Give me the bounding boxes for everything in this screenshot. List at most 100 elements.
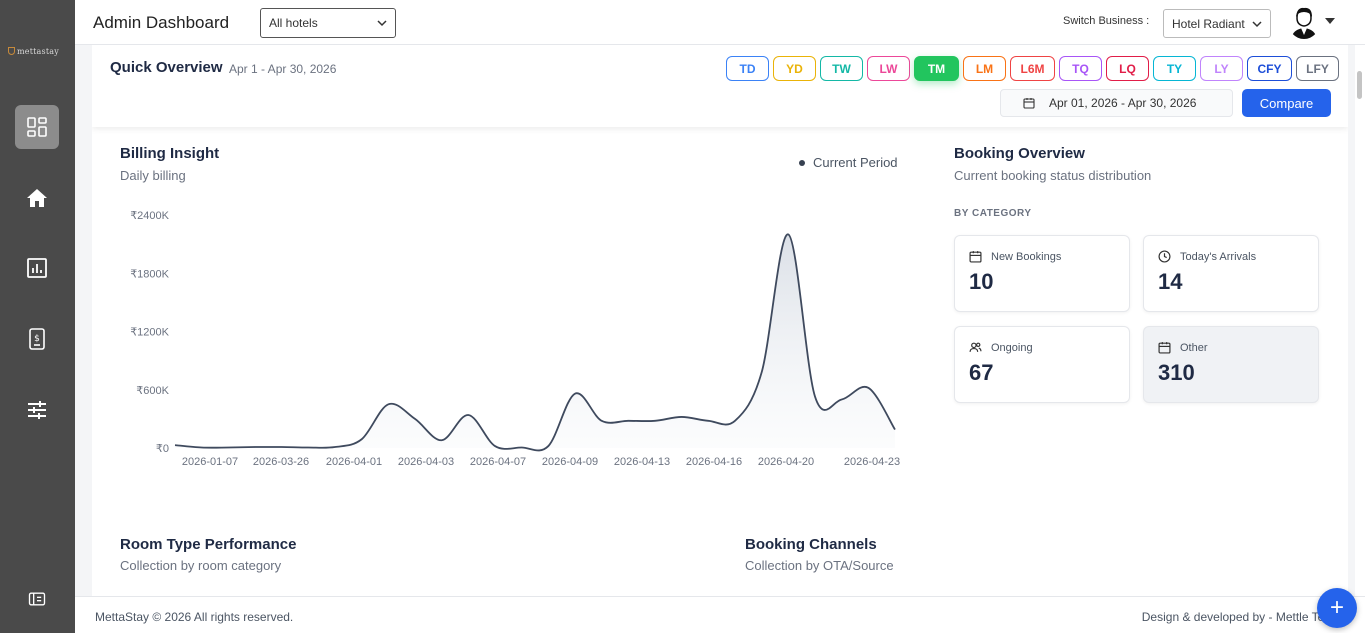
switch-business-label: Switch Business : [1063,15,1150,27]
billing-insight-title: Billing Insight [120,145,220,162]
card-new-bookings[interactable]: New Bookings 10 [954,235,1130,312]
quick-overview-title: Quick Overview [110,59,223,76]
caret-down-icon[interactable] [1325,18,1335,24]
clock-icon [1158,250,1171,263]
page-title: Admin Dashboard [93,13,230,32]
x-tick-label: 2026-01-07 [182,456,238,468]
period-button-lq[interactable]: LQ [1106,56,1149,81]
main-content: / / / / / / / Quick Overview Apr 1 - Apr… [92,45,1348,596]
period-button-cfy[interactable]: CFY [1247,56,1292,81]
room-type-title: Room Type Performance [120,536,297,553]
x-tick-label: 2026-04-20 [758,456,814,468]
x-tick-label: 2026-04-23 [844,456,900,468]
card-other[interactable]: Other 310 [1143,326,1319,403]
date-range-value: Apr 01, 2026 - Apr 30, 2026 [1049,96,1197,110]
calendar-icon [1023,98,1035,109]
quick-overview-panel: Quick Overview Apr 1 - Apr 30, 2026 TD YD… [92,45,1348,127]
card-todays-arrivals[interactable]: Today's Arrivals 14 [1143,235,1319,312]
logo-mark-icon [8,47,15,55]
period-button-td[interactable]: TD [726,56,769,81]
sidebar-item-billing[interactable]: $ [15,317,59,361]
add-fab-button[interactable]: + [1317,588,1357,628]
y-tick-label: ₹2400K [130,210,169,222]
app-logo[interactable]: mettastay [8,44,68,58]
card-label: New Bookings [991,251,1062,263]
booking-channels-subtitle: Collection by OTA/Source [745,558,894,573]
billing-chart: ₹0 ₹600K ₹1200K ₹1800K ₹2400K 2026-01-07 2026-… [130,210,900,468]
invoice-dollar-icon: $ [29,328,45,350]
chevron-down-icon [377,20,387,27]
legend-dot-icon [799,159,805,166]
booking-overview-subtitle: Current booking status distribution [954,168,1152,183]
calendar-icon [1158,342,1171,354]
home-icon [27,189,47,207]
compare-button[interactable]: Compare [1242,89,1331,117]
users-icon [969,342,982,352]
card-value: 14 [1158,269,1183,294]
legend-label: Current Period [813,155,898,170]
main-scrollbar[interactable] [1355,45,1365,596]
y-tick-label: ₹0 [156,443,169,455]
user-avatar[interactable] [1288,5,1320,39]
period-button-ly[interactable]: LY [1200,56,1243,81]
chevron-down-icon [1252,21,1262,28]
series-area [175,234,895,451]
period-button-ty[interactable]: TY [1153,56,1196,81]
billing-insight-subtitle: Daily billing [120,168,186,183]
period-button-lfy[interactable]: LFY [1296,56,1339,81]
hotel-select[interactable]: All hotels [260,8,396,38]
x-tick-label: 2026-04-01 [326,456,382,468]
svg-text:$: $ [34,334,40,344]
booking-channels-title: Booking Channels [745,536,877,553]
business-select[interactable]: Hotel Radiant [1163,9,1271,38]
y-tick-label: ₹1800K [130,268,169,280]
card-label: Ongoing [991,342,1033,354]
card-label: Today's Arrivals [1180,251,1257,263]
avatar-person-icon [1288,5,1320,39]
footer: MettaStay © 2026 All rights reserved. De… [75,596,1365,633]
quick-overview-range: Apr 1 - Apr 30, 2026 [229,62,337,76]
by-category-label: BY CATEGORY [954,208,1032,219]
sidebar-item-toggle[interactable] [15,577,59,621]
x-tick-label: 2026-04-16 [686,456,742,468]
period-button-l6m[interactable]: L6M [1010,56,1055,81]
card-value: 67 [969,360,994,385]
x-tick-label: 2026-04-03 [398,456,454,468]
footer-copyright: MettaStay © 2026 All rights reserved. [95,610,294,624]
dashboard-grid-icon [27,117,47,137]
sidebar-item-reports[interactable] [15,246,59,290]
card-value: 10 [969,269,994,294]
sidebar-item-dashboard[interactable] [15,105,59,149]
period-button-tq[interactable]: TQ [1059,56,1102,81]
hotel-select-value: All hotels [269,16,318,30]
sliders-icon [28,401,46,419]
x-tick-label: 2026-04-13 [614,456,670,468]
y-tick-label: ₹600K [136,385,169,397]
sidebar-item-home[interactable] [15,176,59,220]
menu-collapse-icon [28,592,46,606]
room-type-subtitle: Collection by room category [120,558,282,573]
top-header: Admin Dashboard All hotels Switch Busine… [75,0,1365,45]
x-tick-label: 2026-04-07 [470,456,526,468]
x-tick-label: 2026-03-26 [253,456,309,468]
series-line [174,233,896,452]
chart-legend: Current Period [799,155,898,170]
x-tick-label: 2026-04-09 [542,456,598,468]
sidebar-item-settings[interactable] [15,388,59,432]
calendar-icon [969,251,982,263]
booking-overview-title: Booking Overview [954,145,1085,162]
plus-icon: + [1329,594,1344,621]
bar-chart-icon [27,258,47,278]
period-button-tm[interactable]: TM [914,56,959,81]
scrollbar-thumb[interactable] [1357,71,1362,99]
card-ongoing[interactable]: Ongoing 67 [954,326,1130,403]
period-button-tw[interactable]: TW [820,56,863,81]
period-button-lw[interactable]: LW [867,56,910,81]
card-value: 310 [1158,360,1195,385]
date-range-picker[interactable]: Apr 01, 2026 - Apr 30, 2026 [1000,89,1233,117]
period-button-lm[interactable]: LM [963,56,1006,81]
business-select-value: Hotel Radiant [1172,17,1245,31]
card-label: Other [1180,342,1208,354]
period-button-yd[interactable]: YD [773,56,816,81]
y-tick-label: ₹1200K [130,327,169,339]
